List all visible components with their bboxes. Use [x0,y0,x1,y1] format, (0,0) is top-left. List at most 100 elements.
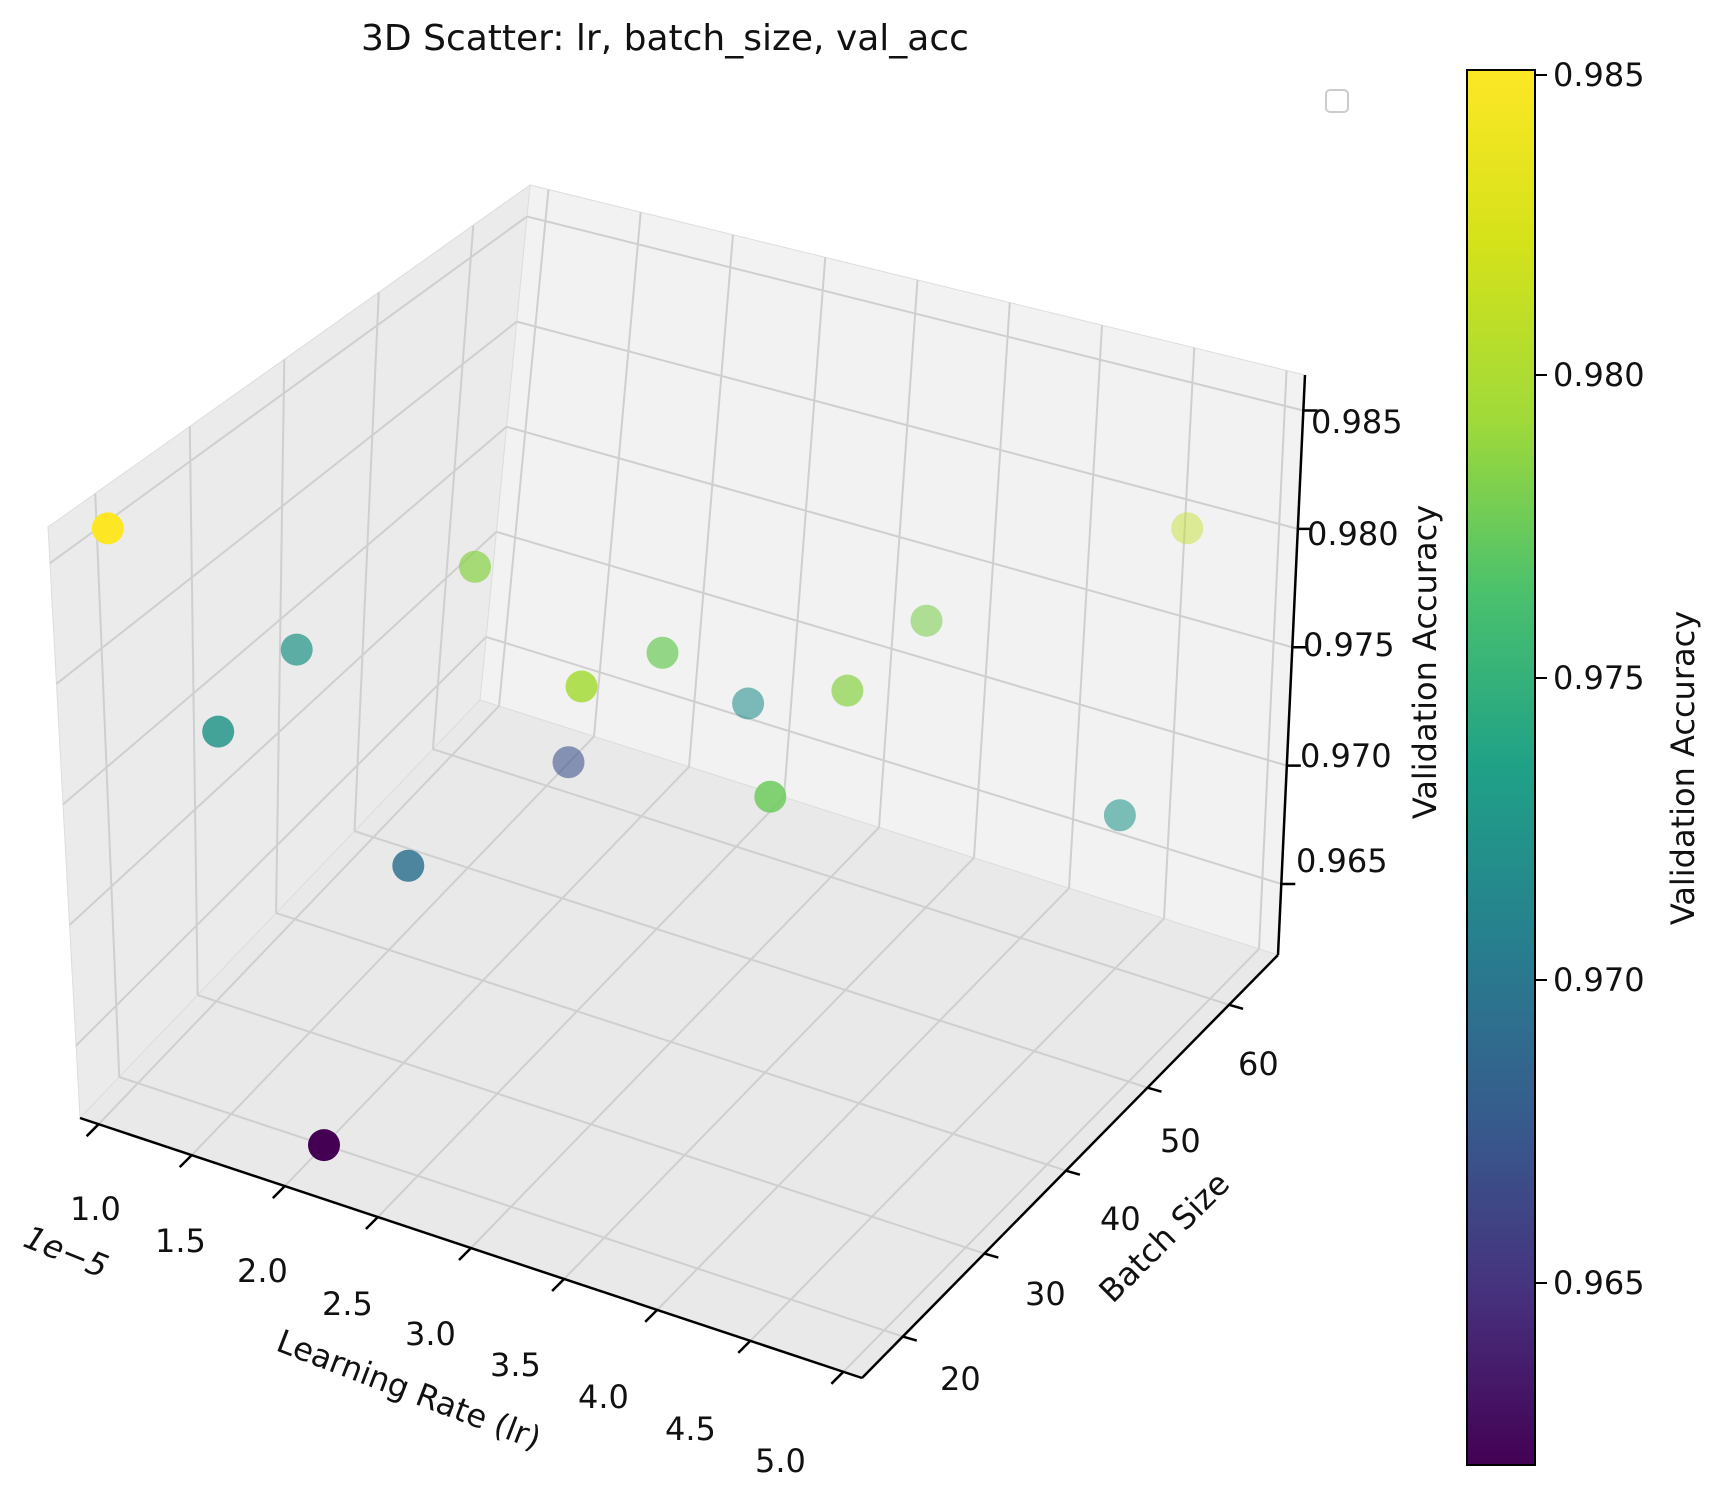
grid-line-y-floor [275,912,1067,1172]
grid-line-x-floor [749,917,1165,1342]
grid-line-x-wall [688,234,734,767]
grid-line-x-floor [842,948,1260,1373]
scatter-point [202,715,235,748]
x-axis-tick [365,1216,379,1230]
z-axis-label: Validation Accuracy [1406,505,1444,819]
x-tick-label: 2.0 [237,1252,288,1290]
grid-line-z-back [506,425,1293,649]
grid-line-x-floor [190,735,595,1156]
grid-line-z-left [75,636,487,1047]
x-axis-tick [737,1339,752,1354]
scatter-point [754,780,787,813]
z-axis-line [1276,374,1307,956]
scatter-point [280,633,313,666]
scatter-point [910,604,943,637]
y-axis-ticks: 20 30 40 50 60 [940,1045,1279,1398]
chart-title: 3D Scatter: lr, batch_size, val_acc [361,18,969,59]
grid-line-z-back [526,215,1304,412]
grid-line-x-wall [498,189,550,707]
grid-line-z-back [516,320,1299,530]
y-axis-tick [1147,1086,1162,1093]
scatter-point [91,512,124,545]
grid-line-z-left [62,425,508,806]
grid-line-x-wall [1163,347,1196,919]
x-tick-label: 5.0 [755,1442,806,1480]
y-tick-label: 20 [940,1360,981,1398]
grid-line-x-wall [1258,370,1288,949]
colorbar-tick-label: 0.970 [1553,961,1645,999]
grid-line-y-wall [94,493,121,1078]
scatter-point [831,674,864,707]
x-tick-label: 4.5 [665,1410,716,1448]
grid-line-y-wall [188,426,199,996]
colorbar-tick-label: 0.985 [1553,56,1645,94]
y-tick-label: 40 [1100,1200,1141,1238]
y-axis-tick [984,1252,999,1259]
scatter-point [459,550,491,583]
x-tick-label: 1.5 [155,1222,206,1260]
grid-line-x-floor [97,705,500,1125]
z-tick-label: 0.980 [1307,515,1399,553]
grid-line-z-left [49,215,528,564]
grid-line-x-wall [1068,325,1104,889]
grid-line-y-floor [197,994,985,1255]
grid-line-x-wall [593,212,642,737]
x-tick-label: 4.0 [578,1378,629,1416]
grid-line-z-left [55,320,518,685]
colorbar-label: Validation Accuracy [1664,611,1702,925]
grid-line-z-back [485,635,1282,885]
x-tick-label: 1.0 [70,1190,121,1228]
axes [79,374,1318,1385]
grid-line-y-floor [118,1076,904,1338]
x-axis-tick [458,1247,472,1261]
y-axis-tick [902,1335,918,1342]
grid-line-x-floor [563,857,975,1280]
scatter-point [1103,799,1136,832]
x-axis-tick [644,1309,659,1323]
scatter-points [91,512,1204,1162]
x-tick-label: 2.5 [322,1285,373,1323]
grid-line-x-floor [656,887,1070,1311]
grid-line-y-wall [275,359,286,914]
scatter-point [1171,512,1204,545]
scatter-point [308,1129,340,1162]
grid-line-x-wall [973,302,1011,858]
x-axis-tick [830,1370,845,1385]
x-axis-tick [551,1278,565,1292]
z-tick-label: 0.985 [1311,403,1403,441]
x-axis-ticks: 1.0 1.5 2.0 2.5 3.0 3.5 4.0 4.5 5.0 [70,1190,806,1480]
z-axis-ticks: 0.965 0.970 0.975 0.980 0.985 [1296,403,1403,880]
colorbar-ticks: 0.985 0.980 0.975 0.970 0.965 [1535,56,1645,1302]
legend-box [1325,89,1349,113]
z-tick-label: 0.975 [1303,626,1395,664]
scatter-point [552,746,585,779]
x-axis-tick [178,1154,193,1169]
y-axis-tick [1065,1169,1081,1176]
scatter-point [565,670,598,703]
colorbar [1466,69,1536,1466]
x-tick-label: 3.5 [490,1346,541,1384]
colorbar-tick-label: 0.980 [1553,356,1645,394]
x-tick-label: 3.0 [405,1315,456,1353]
scatter-point [732,687,765,720]
colorbar-tick-label: 0.975 [1553,659,1645,697]
x-axis-tick [271,1185,286,1199]
scatter-point [646,636,679,669]
grid-line-y-floor [432,748,1230,1006]
grid-line-x-wall [878,279,919,828]
scatter-point [392,849,425,882]
grid-line-y-wall [431,225,475,750]
z-tick-label: 0.970 [1300,737,1392,775]
grid-line-x-floor [284,766,690,1187]
grid-line-x-floor [470,826,880,1249]
colorbar-tick-label: 0.965 [1553,1264,1645,1302]
y-axis-line [861,954,1279,1379]
x-axis-tick [85,1123,100,1138]
grid-line-x-floor [377,796,785,1218]
grid-line-z-left [68,531,498,926]
y-tick-label: 60 [1238,1045,1279,1083]
y-tick-label: 30 [1025,1275,1066,1313]
grid-line-y-floor [354,830,1148,1089]
grid-line-x-wall [783,257,827,798]
